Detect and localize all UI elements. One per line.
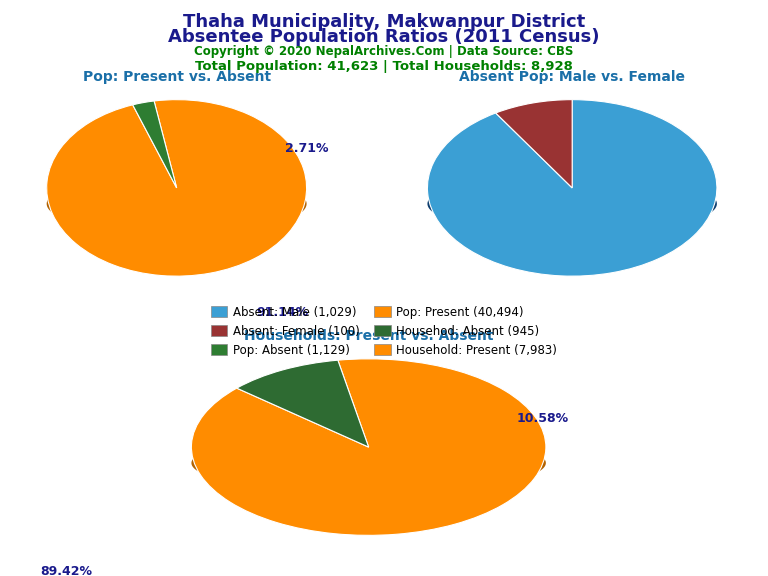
Polygon shape xyxy=(237,416,338,442)
Polygon shape xyxy=(495,157,572,177)
Text: 89.42%: 89.42% xyxy=(40,566,92,576)
Text: 91.14%: 91.14% xyxy=(257,306,309,319)
Wedge shape xyxy=(47,100,306,276)
Polygon shape xyxy=(428,157,717,234)
Text: Total Population: 41,623 | Total Households: 8,928: Total Population: 41,623 | Total Househo… xyxy=(195,60,573,73)
Text: Copyright © 2020 NepalArchives.Com | Data Source: CBS: Copyright © 2020 NepalArchives.Com | Dat… xyxy=(194,45,574,58)
Wedge shape xyxy=(237,360,369,447)
Text: 2.71%: 2.71% xyxy=(285,142,328,155)
Wedge shape xyxy=(191,359,546,535)
Wedge shape xyxy=(495,100,572,188)
Title: Absent Pop: Male vs. Female: Absent Pop: Male vs. Female xyxy=(459,70,685,84)
Legend: Absent: Male (1,029), Absent: Female (100), Pop: Absent (1,129), Pop: Present (4: Absent: Male (1,029), Absent: Female (10… xyxy=(206,301,562,361)
Title: Pop: Present vs. Absent: Pop: Present vs. Absent xyxy=(83,70,270,84)
Title: Households: Present vs. Absent: Households: Present vs. Absent xyxy=(244,329,493,343)
Wedge shape xyxy=(133,101,177,188)
Polygon shape xyxy=(133,157,154,175)
Polygon shape xyxy=(191,416,546,494)
Text: Absentee Population Ratios (2011 Census): Absentee Population Ratios (2011 Census) xyxy=(168,28,600,46)
Polygon shape xyxy=(47,157,306,234)
Text: Thaha Municipality, Makwanpur District: Thaha Municipality, Makwanpur District xyxy=(183,13,585,31)
Text: 10.58%: 10.58% xyxy=(516,412,568,425)
Wedge shape xyxy=(428,100,717,276)
